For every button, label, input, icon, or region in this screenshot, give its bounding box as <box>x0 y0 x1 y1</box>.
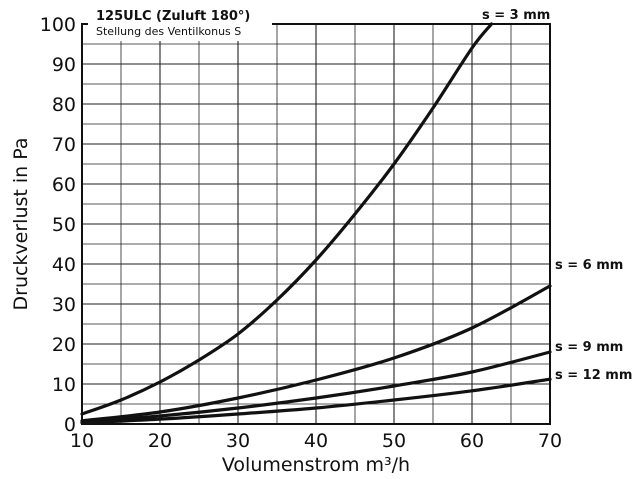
series-label: s = 12 mm <box>555 368 632 383</box>
y-tick-label: 30 <box>52 294 76 316</box>
series-curves <box>80 22 552 425</box>
series-line <box>80 284 552 423</box>
y-tick-label: 60 <box>52 174 76 196</box>
grid <box>82 24 550 424</box>
y-tick-label: 10 <box>52 374 76 396</box>
y-tick-label: 80 <box>52 94 76 116</box>
y-tick-label: 100 <box>40 14 76 36</box>
y-tick-label: 20 <box>52 334 76 356</box>
y-tick-label: 40 <box>52 254 76 276</box>
series-label: s = 9 mm <box>555 340 623 355</box>
x-tick-label: 20 <box>148 430 172 452</box>
x-tick-labels: 10 20 30 40 50 60 70 <box>70 430 562 452</box>
chart-title: 125ULC (Zuluft 180°) <box>96 9 250 24</box>
chart-subtitle: Stellung des Ventilkonus S <box>96 25 241 38</box>
x-tick-label: 50 <box>382 430 406 452</box>
series-line <box>80 377 552 425</box>
series-label: s = 6 mm <box>555 258 623 273</box>
x-tick-label: 30 <box>226 430 250 452</box>
x-tick-label: 60 <box>460 430 484 452</box>
y-tick-label: 70 <box>52 134 76 156</box>
y-axis-title: Druckverlust in Pa <box>10 138 32 311</box>
y-tick-label: 50 <box>52 214 76 236</box>
y-tick-label: 90 <box>52 54 76 76</box>
series-label: s = 3 mm <box>482 8 550 23</box>
series-line <box>80 350 552 424</box>
title-box: 125ULC (Zuluft 180°) Stellung des Ventil… <box>88 6 272 41</box>
y-tick-labels: 0 10 20 30 40 50 60 70 80 90 100 <box>40 14 76 436</box>
x-tick-label: 10 <box>70 430 94 452</box>
y-tick-label: 0 <box>64 414 76 436</box>
plot-frame <box>81 23 551 425</box>
series-line <box>80 22 494 416</box>
x-tick-label: 40 <box>304 430 328 452</box>
x-axis-title: Volumenstrom m³/h <box>222 454 410 476</box>
series-labels: s = 3 mm s = 6 mm s = 9 mm s = 12 mm <box>482 8 632 383</box>
x-tick-label: 70 <box>538 430 562 452</box>
